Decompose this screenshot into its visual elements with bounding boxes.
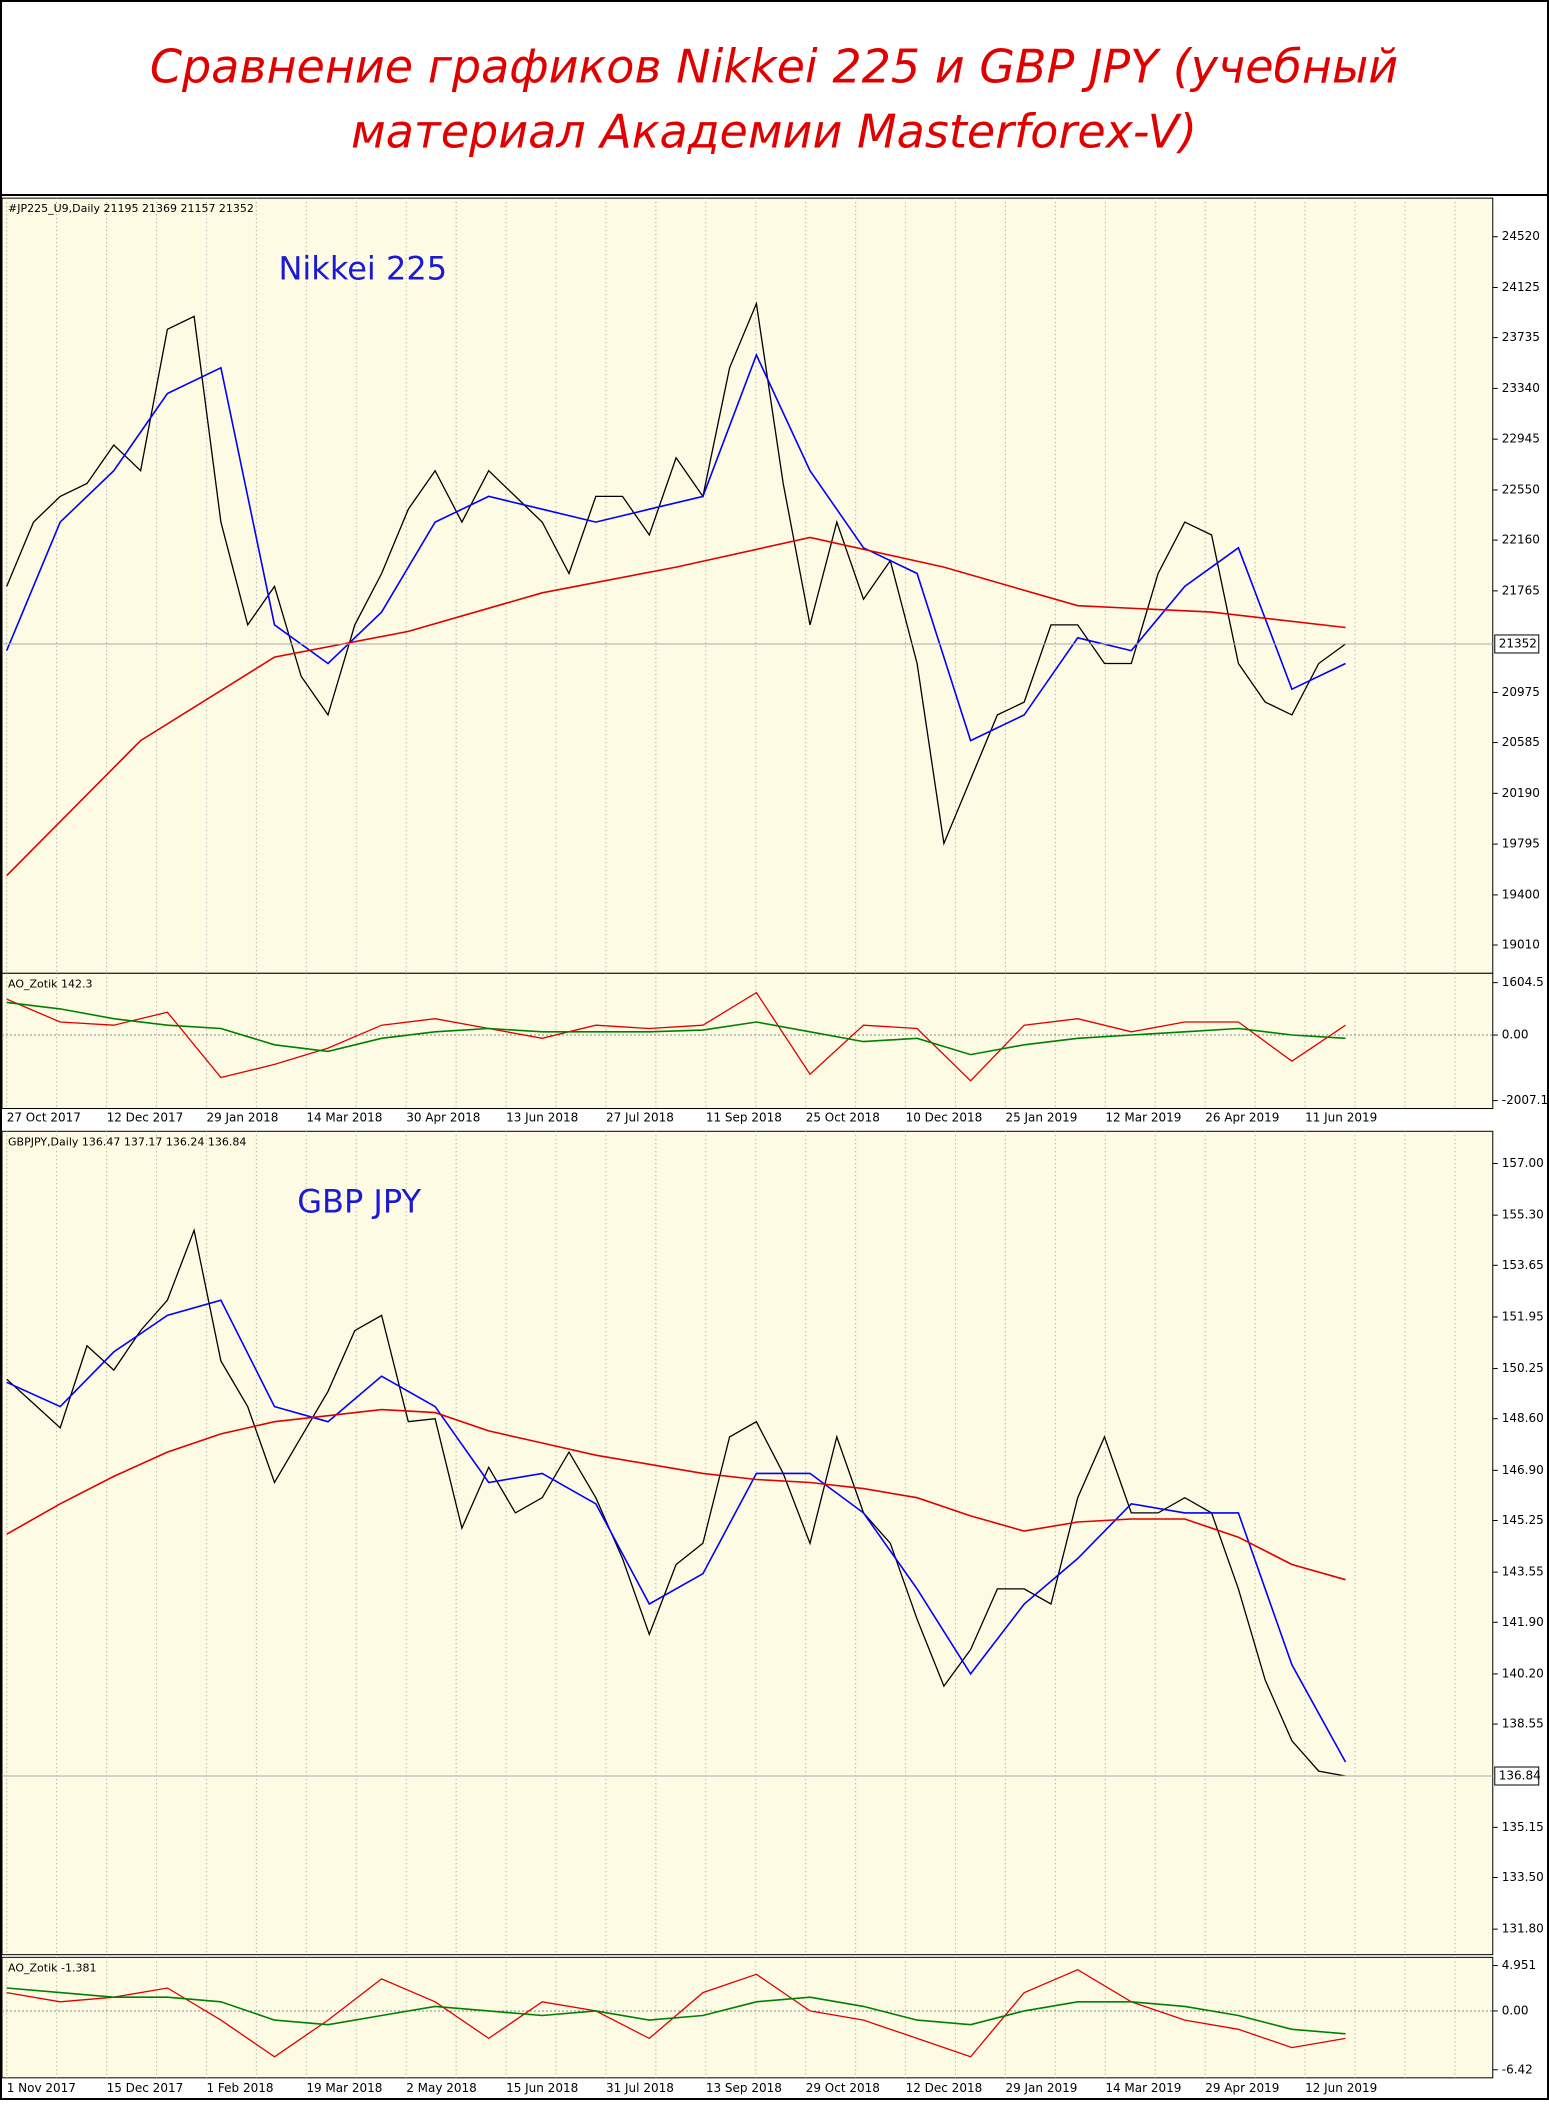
y-tick-label: 151.95 (1502, 1309, 1544, 1323)
y-tick-label: 19795 (1502, 837, 1540, 851)
last-price-label: 136.84 (1499, 1769, 1541, 1783)
y-tick-label: 131.80 (1502, 1922, 1544, 1936)
x-tick-label: 25 Jan 2019 (1005, 1110, 1077, 1124)
series-line (6, 536, 1346, 877)
x-tick-label: 10 Dec 2018 (906, 1110, 983, 1124)
series-line (6, 1987, 1346, 2035)
pane-background (1, 1130, 1494, 1956)
pane-background (1, 1956, 1494, 2079)
series-line (6, 301, 1346, 846)
y-tick-label: 22945 (1502, 432, 1540, 446)
x-tick-label: 12 Dec 2017 (107, 1110, 184, 1124)
last-price-box (1494, 1766, 1540, 1786)
x-tick-label: 1 Feb 2018 (206, 2081, 273, 2095)
instrument-label: Nikkei 225 (278, 249, 447, 287)
pane-header: #JP225_U9,Daily 21195 21369 21157 21352 (8, 202, 254, 215)
x-tick-label: 13 Jun 2018 (506, 1110, 578, 1124)
series-line (6, 1227, 1346, 1777)
y-tick-label: 19010 (1502, 938, 1540, 952)
y-tick-label: 141.90 (1502, 1615, 1544, 1629)
x-tick-label: 2 May 2018 (406, 2081, 477, 2095)
title-line: материал Академии Masterforex-V) (351, 105, 1197, 159)
series-line (6, 1968, 1346, 2058)
x-tick-label: 30 Apr 2018 (406, 1110, 480, 1124)
x-tick-label: 1 Nov 2017 (7, 2081, 76, 2095)
last-price-label: 21352 (1499, 636, 1537, 650)
y-tick-label: 20585 (1502, 735, 1540, 749)
x-tick-label: 14 Mar 2019 (1105, 2081, 1181, 2095)
y-tick-label: 23735 (1502, 330, 1540, 344)
instrument-label: GBP JPY (297, 1183, 421, 1221)
y-tick-label: 150.25 (1502, 1361, 1544, 1375)
x-tick-label: 15 Jun 2018 (506, 2081, 578, 2095)
y-tick-label: 138.55 (1502, 1717, 1544, 1731)
x-tick-label: 29 Apr 2019 (1205, 2081, 1279, 2095)
y-tick-label: 157.00 (1502, 1156, 1544, 1170)
y-tick-label: 153.65 (1502, 1258, 1544, 1272)
pane-background (1, 972, 1494, 1110)
y-tick-label: 155.30 (1502, 1208, 1544, 1222)
x-tick-label: 13 Sep 2018 (706, 2081, 782, 2095)
series-line (6, 1408, 1346, 1581)
x-tick-label: 27 Oct 2017 (7, 1110, 81, 1124)
series-line (6, 1299, 1347, 1763)
y-tick-label: 22160 (1502, 533, 1540, 547)
pane-header: AO_Zotik 142.3 (8, 977, 92, 990)
x-tick-label: 11 Sep 2018 (706, 1110, 782, 1124)
x-tick-label: 29 Jan 2019 (1005, 2081, 1077, 2095)
last-price-box (1494, 634, 1540, 654)
x-tick-label: 31 Jul 2018 (606, 2081, 674, 2095)
series-line (6, 991, 1346, 1082)
title-line: Сравнение графиков Nikkei 225 и GBP JPY … (150, 40, 1398, 94)
x-tick-label: 12 Mar 2019 (1105, 1110, 1181, 1124)
y-tick-label: -2007.1 (1502, 1093, 1548, 1107)
x-tick-label: 27 Jul 2018 (606, 1110, 674, 1124)
x-tick-label: 25 Oct 2018 (806, 1110, 880, 1124)
y-tick-label: 19400 (1502, 887, 1540, 901)
series-line (6, 1001, 1346, 1056)
y-tick-label: 133.50 (1502, 1870, 1544, 1884)
series-line (5, 352, 1346, 742)
x-tick-label: 12 Dec 2018 (906, 2081, 983, 2095)
y-tick-label: 20190 (1502, 786, 1540, 800)
x-tick-label: 26 Apr 2019 (1205, 1110, 1279, 1124)
y-tick-label: 24125 (1502, 280, 1540, 294)
y-tick-label: 146.90 (1502, 1463, 1544, 1477)
y-tick-label: 0.00 (1502, 2003, 1529, 2017)
y-tick-label: 20975 (1502, 685, 1540, 699)
y-tick-label: -6.42 (1502, 2062, 1533, 2076)
y-tick-label: 0.00 (1502, 1028, 1529, 1042)
y-tick-label: 21765 (1502, 583, 1540, 597)
y-tick-label: 1604.5 (1502, 975, 1544, 989)
pane-header: AO_Zotik -1.381 (8, 1961, 96, 1974)
y-tick-label: 143.55 (1502, 1565, 1544, 1579)
y-tick-label: 140.20 (1502, 1666, 1544, 1680)
y-tick-label: 135.15 (1502, 1820, 1544, 1834)
x-tick-label: 12 Jun 2019 (1305, 2081, 1377, 2095)
pane-header: GBPJPY,Daily 136.47 137.17 136.24 136.84 (8, 1135, 246, 1148)
y-tick-label: 22550 (1502, 482, 1540, 496)
x-tick-label: 14 Mar 2018 (306, 1110, 382, 1124)
x-tick-label: 29 Oct 2018 (806, 2081, 880, 2095)
x-tick-label: 15 Dec 2017 (107, 2081, 184, 2095)
x-tick-label: 29 Jan 2018 (206, 1110, 278, 1124)
y-tick-label: 23340 (1502, 381, 1540, 395)
y-tick-label: 24520 (1502, 229, 1540, 243)
y-tick-label: 148.60 (1502, 1411, 1544, 1425)
x-tick-label: 11 Jun 2019 (1305, 1110, 1377, 1124)
y-tick-label: 4.951 (1502, 1958, 1536, 1972)
y-tick-label: 145.25 (1502, 1513, 1544, 1527)
pane-background (1, 197, 1494, 974)
x-tick-label: 19 Mar 2018 (306, 2081, 382, 2095)
